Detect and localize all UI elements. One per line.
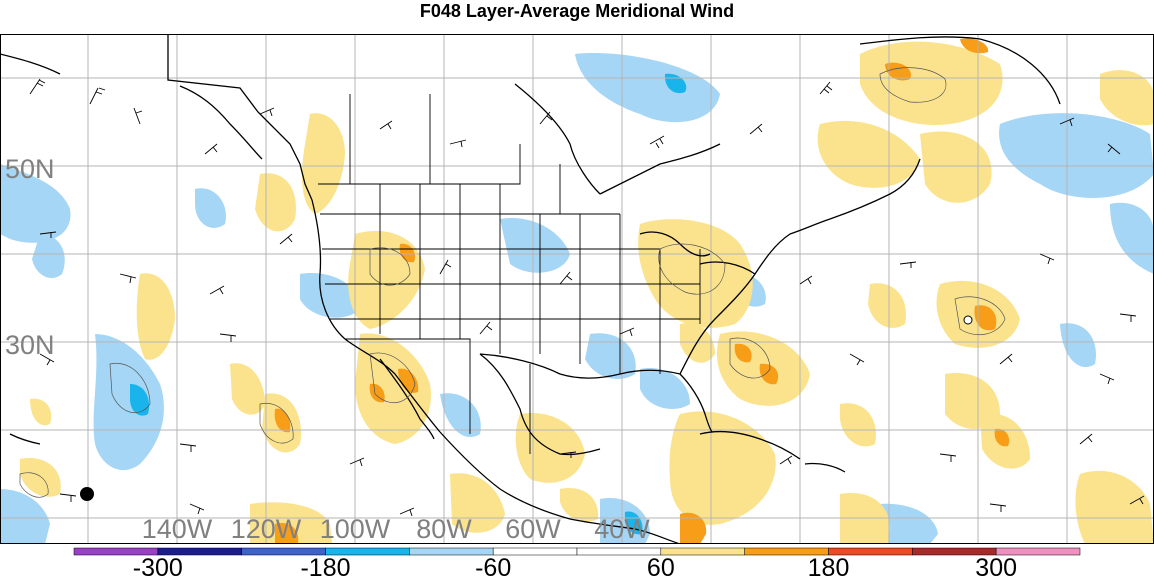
negative-wind-patch	[1060, 323, 1096, 368]
positive-wind-patch	[348, 230, 425, 329]
lon-label: 80W	[416, 514, 472, 544]
colorbar-label: 300	[975, 554, 1017, 579]
negative-wind-patch	[500, 218, 570, 273]
negative-wind-patch	[575, 53, 720, 123]
positive-wind-patch	[994, 428, 1010, 447]
negative-wind-patch	[585, 333, 636, 379]
positive-wind-patch	[275, 523, 299, 544]
colorbar-label: -300	[133, 554, 183, 579]
station-marker	[80, 487, 94, 501]
positive-wind-patch	[960, 38, 989, 54]
positive-wind-patch	[1100, 70, 1154, 126]
calm-marker	[963, 315, 973, 325]
negative-wind-patch	[130, 384, 150, 416]
colorbar-label: -60	[475, 554, 511, 579]
positive-wind-patch	[638, 219, 753, 328]
positive-wind-patch	[302, 113, 345, 214]
positive-wind-patch	[759, 363, 779, 385]
colorbar-swatches	[73, 547, 1081, 556]
lon-label: 140W	[142, 514, 213, 544]
lat-label: 50N	[5, 154, 55, 184]
positive-wind-patch	[136, 273, 175, 360]
lon-label: 100W	[320, 514, 391, 544]
negative-wind-patch	[1110, 202, 1154, 274]
positive-wind-patch	[515, 413, 585, 483]
positive-wind-patch	[20, 458, 61, 497]
lon-label: 120W	[231, 514, 302, 544]
state-borders	[318, 94, 701, 454]
positive-wind-patch	[868, 283, 906, 328]
negative-wind-patch	[0, 164, 71, 243]
negative-wind-patch	[999, 113, 1154, 198]
colorbar-label: -180	[300, 554, 350, 579]
lon-label: 60W	[505, 514, 561, 544]
positive-wind-patch	[230, 363, 265, 415]
lon-label: 40W	[594, 514, 650, 544]
positive-wind-patch	[734, 343, 752, 363]
positive-wind-patch	[398, 368, 419, 393]
negative-wind-patch	[440, 393, 481, 438]
negative-wind-patch	[0, 489, 50, 544]
colorbar-label: 180	[808, 554, 850, 579]
colorbar-label: 60	[647, 554, 675, 579]
longitude-labels: 140W 120W 100W 80W 60W 40W	[142, 514, 651, 544]
negative-wind-patch	[880, 503, 938, 544]
positive-wind-patch	[30, 398, 52, 426]
positive-wind-patch	[355, 333, 431, 444]
coastline-and-borders	[0, 34, 1061, 544]
positive-wind-patch	[369, 383, 385, 403]
colorbar: -300 -180 -60 60 180 300	[73, 547, 1081, 579]
positive-wind-patch	[1075, 470, 1154, 544]
positive-wind-patch	[250, 502, 332, 544]
lat-label: 30N	[5, 330, 55, 360]
positive-wind-patch	[840, 493, 890, 544]
contour-lines	[19, 67, 1006, 498]
positive-wind-patch	[840, 403, 876, 447]
positive-wind-patch	[255, 173, 296, 232]
negative-wind-patch	[640, 368, 690, 409]
positive-wind-patch	[680, 512, 707, 544]
positive-wind-patch	[669, 411, 776, 525]
latitude-labels: 50N 30N	[5, 154, 55, 360]
positive-wind-patch	[974, 305, 997, 331]
colorbar-labels: -300 -180 -60 60 180 300	[133, 554, 1017, 579]
wind-shading-layer	[0, 38, 1154, 544]
negative-wind-patch	[664, 73, 687, 94]
map-title: F048 Layer-Average Meridional Wind	[419, 1, 735, 21]
positive-wind-patch	[680, 323, 715, 363]
colorbar-swatch	[995, 547, 1081, 556]
positive-wind-patch	[920, 131, 992, 203]
positive-wind-patch	[860, 41, 1003, 125]
negative-wind-patch	[93, 334, 164, 471]
negative-wind-patch	[195, 188, 226, 228]
weather-map: 50N 30N 140W 120W 100W 80W 60W 40W	[0, 34, 1154, 544]
positive-wind-patch	[560, 488, 599, 522]
positive-wind-patch	[399, 243, 416, 263]
positive-wind-patch	[885, 62, 911, 81]
wind-barbs	[29, 78, 1145, 517]
lat-lon-grid	[0, 34, 1154, 544]
positive-wind-patch	[817, 120, 920, 188]
negative-wind-patch	[32, 234, 65, 279]
